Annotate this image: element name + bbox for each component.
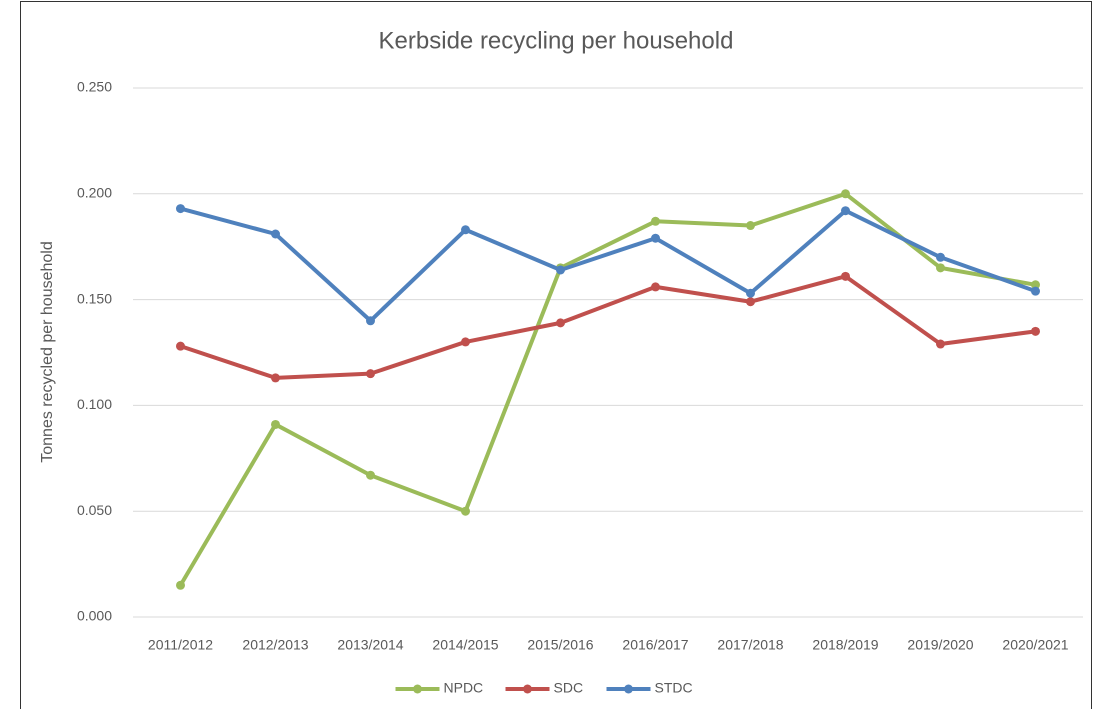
series-line: [179, 274, 1036, 380]
data-point: [556, 265, 565, 275]
data-point: [746, 221, 755, 231]
legend-label: NPDC: [444, 680, 484, 696]
x-tick-label: 2017/2018: [717, 637, 783, 653]
x-tick-label: 2012/2013: [242, 637, 308, 653]
legend-marker: [624, 684, 633, 694]
x-tick-label: 2019/2020: [907, 637, 973, 653]
y-axis-label: Tonnes recycled per household: [39, 241, 56, 462]
x-tick-label: 2013/2014: [337, 637, 403, 653]
data-point: [936, 252, 945, 262]
data-point: [841, 189, 850, 199]
series-line: [178, 191, 1036, 587]
data-point: [841, 271, 850, 281]
y-tick-label: 0.050: [77, 502, 112, 518]
chart-border: [20, 1, 1092, 709]
data-point: [1031, 280, 1040, 290]
data-point: [461, 506, 470, 516]
data-point: [176, 341, 185, 351]
series-line: [179, 206, 1037, 323]
x-tick-label: 2018/2019: [812, 637, 878, 653]
data-point: [556, 318, 565, 328]
data-point: [366, 369, 375, 379]
legend-label: STDC: [655, 680, 693, 696]
data-point: [176, 580, 185, 590]
legend-label: SDC: [554, 680, 584, 696]
data-point: [746, 297, 755, 307]
data-point: [461, 225, 470, 235]
x-tick-label: 2015/2016: [527, 637, 593, 653]
y-tick-label: 0.100: [77, 396, 112, 412]
x-tick-label: 2016/2017: [622, 637, 688, 653]
y-tick-label: 0.200: [77, 185, 112, 201]
y-tick-label: 0.000: [77, 608, 112, 624]
data-point: [461, 337, 470, 347]
y-tick-label: 0.150: [77, 290, 112, 306]
data-point: [271, 373, 280, 383]
data-point: [271, 229, 280, 239]
x-tick-label: 2014/2015: [432, 637, 498, 653]
x-tick-label: 2020/2021: [1002, 637, 1068, 653]
x-tick-label: 2011/2012: [148, 637, 213, 653]
data-point: [841, 206, 850, 216]
legend-marker: [523, 684, 532, 694]
data-point: [271, 419, 280, 429]
data-point: [366, 470, 375, 480]
data-point: [651, 216, 660, 226]
data-point: [746, 288, 755, 298]
data-point: [936, 263, 945, 273]
data-point: [366, 316, 375, 326]
data-point: [651, 233, 660, 243]
data-point: [651, 282, 660, 292]
data-point: [176, 204, 185, 214]
chart-title: Kerbside recycling per household: [379, 27, 734, 54]
legend-marker: [413, 684, 422, 694]
data-point: [936, 339, 945, 349]
data-point: [1031, 326, 1040, 336]
data-point: [1031, 286, 1040, 296]
y-tick-label: 0.250: [77, 79, 112, 95]
